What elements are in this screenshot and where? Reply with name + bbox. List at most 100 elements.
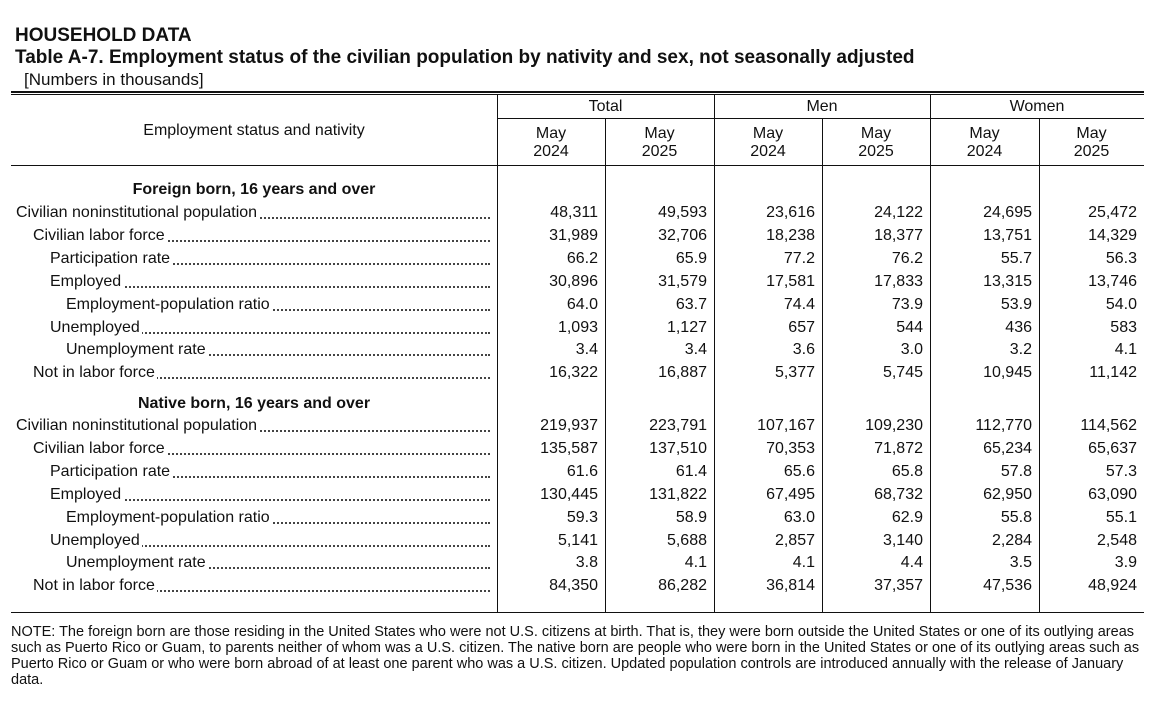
row-label-text: Civilian labor force: [33, 226, 167, 244]
row-label: Civilian noninstitutional population: [16, 415, 490, 437]
column-divider: [497, 95, 498, 612]
row-label: Employed: [50, 271, 490, 293]
table-cell: 55.1: [1105, 508, 1137, 526]
section-title: Foreign born, 16 years and over: [132, 181, 376, 198]
table-cell: 11,142: [1089, 364, 1137, 382]
table-cell: 5,141: [557, 531, 598, 549]
table-cell: 109,230: [865, 417, 923, 434]
table-cell: 114,562: [1080, 417, 1137, 434]
table-cell: 53.9: [1000, 295, 1032, 313]
row-label: Civilian labor force: [33, 225, 490, 247]
group-rule: [497, 118, 714, 119]
table-cell: 65.8: [891, 462, 923, 480]
row-label-text: Not in labor force: [33, 364, 157, 382]
row-label-text: Unemployed: [50, 531, 142, 549]
period-month: May: [1076, 125, 1107, 142]
row-label: Not in labor force: [33, 362, 490, 384]
table-cell: 57.8: [1000, 462, 1032, 480]
table-cell: 107,167: [757, 417, 815, 434]
row-label-text: Unemployed: [50, 318, 142, 336]
table-cell: 73.9: [891, 295, 923, 313]
stub-header: Employment status and nativity: [143, 122, 365, 139]
row-label-text: Not in labor force: [33, 577, 157, 595]
table-cell: 2,548: [1096, 531, 1137, 549]
top-rule-inner: [11, 94, 1144, 95]
table-cell: 58.9: [675, 508, 707, 526]
column-divider: [714, 95, 715, 612]
period-month: May: [752, 125, 784, 142]
table-cell: 65,637: [1088, 439, 1137, 457]
row-label-text: Civilian noninstitutional population: [16, 417, 260, 434]
table-cell: 223,791: [649, 417, 707, 434]
table-cell: 18,238: [766, 226, 815, 244]
table-cell: 5,377: [774, 364, 815, 382]
table-cell: 55.8: [1000, 508, 1032, 526]
table-cell: 4.4: [900, 554, 923, 572]
table-cell: 76.2: [891, 249, 923, 267]
report-kicker: HOUSEHOLD DATA: [15, 25, 192, 46]
table-cell: 3,140: [882, 531, 923, 549]
table-cell: 5,688: [666, 531, 707, 549]
table-cell: 16,887: [658, 364, 707, 382]
table-cell: 25,472: [1088, 204, 1137, 221]
table-cell: 13,746: [1088, 272, 1137, 290]
table-cell: 3.9: [1114, 554, 1137, 572]
table-cell: 10,945: [983, 364, 1032, 382]
row-label-text: Employed: [50, 485, 124, 503]
column-divider: [1039, 119, 1040, 612]
table-cell: 31,989: [549, 226, 598, 244]
table-cell: 1,127: [666, 318, 707, 336]
row-label: Unemployed: [50, 530, 490, 552]
group-header-total: Total: [588, 98, 623, 115]
table-cell: 31,579: [658, 272, 707, 290]
row-label-text: Employment-population ratio: [66, 508, 272, 526]
table-cell: 13,751: [983, 226, 1032, 244]
table-cell: 65.6: [783, 462, 815, 480]
table-cell: 3.4: [575, 341, 598, 359]
table-cell: 68,732: [874, 485, 923, 503]
table-cell: 86,282: [658, 577, 707, 595]
table-cell: 4.1: [792, 554, 815, 572]
row-label: Participation rate: [50, 461, 490, 483]
row-label: Unemployed: [50, 317, 490, 339]
table-title: Table A-7. Employment status of the civi…: [15, 47, 915, 68]
table-cell: 54.0: [1105, 295, 1137, 313]
group-header-men: Men: [806, 98, 838, 115]
period-year: 2025: [858, 143, 894, 160]
period-month: May: [644, 125, 675, 142]
row-label: Employment-population ratio: [66, 507, 490, 529]
row-label: Unemployment rate: [66, 552, 490, 574]
row-label: Civilian noninstitutional population: [16, 202, 490, 224]
row-label-text: Unemployment rate: [66, 554, 208, 572]
row-label-text: Employment-population ratio: [66, 295, 272, 313]
table-cell: 64.0: [566, 295, 598, 313]
table-cell: 137,510: [649, 439, 707, 457]
table-cell: 48,311: [550, 204, 598, 221]
table-cell: 17,581: [766, 272, 815, 290]
table-cell: 84,350: [549, 577, 598, 595]
table-cell: 77.2: [783, 249, 815, 267]
table-cell: 131,822: [649, 485, 707, 503]
table-cell: 219,937: [540, 417, 598, 434]
period-year: 2025: [641, 143, 678, 160]
group-rule: [714, 118, 930, 119]
table-cell: 4.1: [684, 554, 707, 572]
table-cell: 583: [1110, 318, 1137, 336]
table-cell: 18,377: [874, 226, 923, 244]
table-note: NOTE: The foreign born are those residin…: [11, 624, 1140, 688]
table-cell: 32,706: [658, 226, 707, 244]
table-cell: 71,872: [874, 439, 923, 457]
table-cell: 5,745: [882, 364, 923, 382]
table-cell: 3.2: [1009, 341, 1032, 359]
period-year: 2024: [966, 143, 1003, 160]
table-cell: 2,284: [991, 531, 1032, 549]
table-cell: 17,833: [874, 272, 923, 290]
table-cell: 24,695: [983, 204, 1032, 221]
table-cell: 70,353: [766, 439, 815, 457]
row-label-text: Employed: [50, 272, 124, 290]
row-label: Employed: [50, 484, 490, 506]
table-cell: 47,536: [983, 577, 1032, 595]
table-cell: 57.3: [1105, 462, 1137, 480]
table-cell: 37,357: [874, 577, 923, 595]
column-divider: [822, 119, 823, 612]
